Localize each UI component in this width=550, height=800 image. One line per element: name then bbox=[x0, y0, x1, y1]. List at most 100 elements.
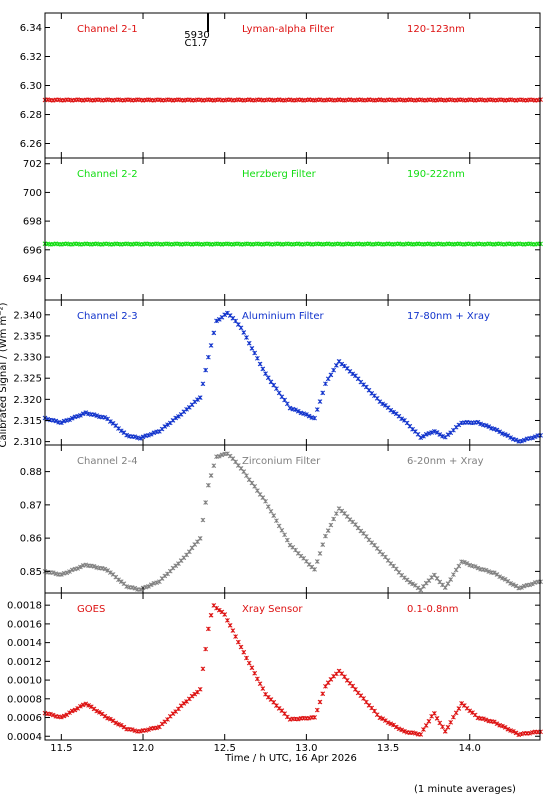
panel-3-data-point bbox=[61, 418, 67, 424]
panel-3-data-point bbox=[146, 432, 151, 438]
panel-3-data-point bbox=[263, 371, 268, 376]
panel-4-channel-label: Channel 2-4 bbox=[77, 456, 138, 467]
panel-4-data-point bbox=[451, 572, 456, 577]
panel-3-data-point bbox=[69, 415, 75, 421]
panel-4-data-point bbox=[211, 463, 217, 469]
panel-3-channel-label: Channel 2-3 bbox=[77, 311, 138, 322]
panel-5-data-point bbox=[146, 727, 151, 733]
panel-4-data-point bbox=[353, 522, 358, 527]
panel-5-data-point bbox=[48, 711, 53, 717]
panel-4-data-point bbox=[99, 565, 105, 571]
panel-4-filter-label: Zirconium Filter bbox=[242, 456, 321, 467]
xtick-label: 13.5 bbox=[377, 743, 399, 754]
panel-5-data-point bbox=[377, 715, 383, 721]
panel-2-ytick-label: 696 bbox=[23, 245, 42, 256]
panel-5-ytick-label: 0.0016 bbox=[7, 619, 42, 630]
panel-3-ytick-label: 2.310 bbox=[13, 437, 42, 448]
panel-3-data-point bbox=[265, 375, 271, 381]
panel-5-data-point bbox=[467, 708, 473, 714]
panel-4-data-point bbox=[314, 559, 320, 564]
panel-2-ytick-label: 702 bbox=[23, 159, 42, 170]
panel-5-data-point bbox=[508, 728, 513, 733]
panel-5-ytick-label: 0.0012 bbox=[7, 657, 42, 668]
panel-3-data-point bbox=[102, 415, 108, 420]
panel-5-data-point bbox=[246, 660, 252, 666]
panel-5-data-point bbox=[317, 699, 323, 705]
panel-3-data-point bbox=[284, 401, 290, 407]
xtick-label: 12.5 bbox=[214, 743, 236, 754]
panel-3-data-point bbox=[244, 335, 249, 340]
panel-4-data-point bbox=[274, 518, 279, 524]
panel-3-data-point bbox=[75, 413, 81, 419]
panel-4-data-point bbox=[445, 581, 451, 586]
panel-4-data-point bbox=[456, 563, 462, 569]
panel-5-data-point bbox=[67, 710, 72, 716]
panel-4-data-point bbox=[519, 585, 524, 590]
panel-5-data-point bbox=[418, 732, 424, 737]
panel-4-data-point bbox=[434, 576, 440, 581]
panel-3-data-point bbox=[456, 422, 462, 428]
panel-5-data-point bbox=[189, 693, 195, 699]
panel-4-data-point bbox=[219, 452, 225, 458]
panel-5-data-point bbox=[249, 665, 255, 671]
panel-5-data-point bbox=[483, 717, 489, 723]
panel-5-data-point bbox=[257, 681, 263, 687]
panel-3-data-point bbox=[211, 330, 217, 336]
panel-5-data-point bbox=[222, 612, 228, 617]
panel-4-data-point bbox=[252, 484, 258, 489]
panel-5-ytick-label: 0.0018 bbox=[7, 601, 42, 612]
panel-3-data-point bbox=[58, 420, 64, 426]
panel-5-data-point bbox=[513, 730, 519, 736]
panel-5-data-point bbox=[527, 730, 533, 736]
panel-4-data-point bbox=[116, 577, 121, 583]
panel-4-data-point bbox=[241, 469, 247, 474]
panel-4-data-point bbox=[312, 566, 317, 572]
panel-3-data-point bbox=[421, 433, 426, 439]
panel-3-data-point bbox=[328, 372, 334, 378]
panel-4-data-point bbox=[197, 535, 203, 541]
panel-4-data-point bbox=[472, 564, 478, 569]
panel-3-ytick-label: 2.325 bbox=[13, 374, 42, 385]
panel-5-data-point bbox=[61, 713, 67, 719]
panel-5-data-point bbox=[260, 686, 266, 691]
panel-1-ytick-label: 6.30 bbox=[20, 81, 42, 92]
panel-3-data-point bbox=[176, 414, 181, 419]
panel-4-data-point bbox=[255, 488, 260, 493]
panel-4-data-point bbox=[527, 582, 533, 588]
panel-5-data-point bbox=[314, 707, 320, 713]
panel-4-data-point bbox=[69, 567, 75, 573]
panel-4-band-label: 6-20nm + Xray bbox=[407, 456, 484, 467]
panel-3-data-point bbox=[197, 395, 203, 400]
panel-3-data-point bbox=[486, 424, 492, 430]
panel-5-data-point bbox=[510, 728, 516, 734]
panel-4-data-point bbox=[475, 565, 481, 571]
panel-3-data-point bbox=[350, 371, 356, 377]
panel-3-data-point bbox=[437, 432, 443, 437]
panel-4-frame bbox=[44, 444, 541, 594]
panel-5-data-point bbox=[203, 646, 208, 652]
panel-5-data-point bbox=[197, 686, 203, 692]
panel-5-data-point bbox=[113, 720, 119, 726]
panel-5-data-point bbox=[451, 714, 456, 720]
panel-4-data-point bbox=[233, 459, 238, 465]
panel-1-channel-label: Channel 2-1 bbox=[77, 24, 138, 35]
panel-5-data-point bbox=[399, 727, 405, 733]
panel-3-data-point bbox=[538, 433, 543, 438]
panel-3-data-point bbox=[306, 413, 312, 419]
panel-5-data-point bbox=[434, 716, 440, 721]
panel-3-data-point bbox=[521, 437, 527, 443]
panel-3-data-point bbox=[478, 421, 483, 427]
panel-3-data-point bbox=[118, 428, 124, 434]
panel-4-data-point bbox=[508, 581, 513, 586]
panel-3-data-point bbox=[287, 405, 293, 411]
x-axis-label: Time / h UTC, 16 Apr 2026 bbox=[224, 753, 357, 764]
panel-4-data-point bbox=[58, 572, 64, 577]
panel-5-data-point bbox=[94, 708, 100, 714]
panel-3-data-point bbox=[339, 361, 345, 367]
panel-3-data-point bbox=[91, 412, 97, 418]
panel-4-data-point bbox=[461, 559, 467, 565]
panel-5-ytick-label: 0.0008 bbox=[7, 694, 42, 705]
panel-5-data-point bbox=[426, 718, 432, 724]
panel-3-data-point bbox=[260, 366, 266, 372]
panel-4-ytick-label: 0.88 bbox=[20, 467, 42, 478]
